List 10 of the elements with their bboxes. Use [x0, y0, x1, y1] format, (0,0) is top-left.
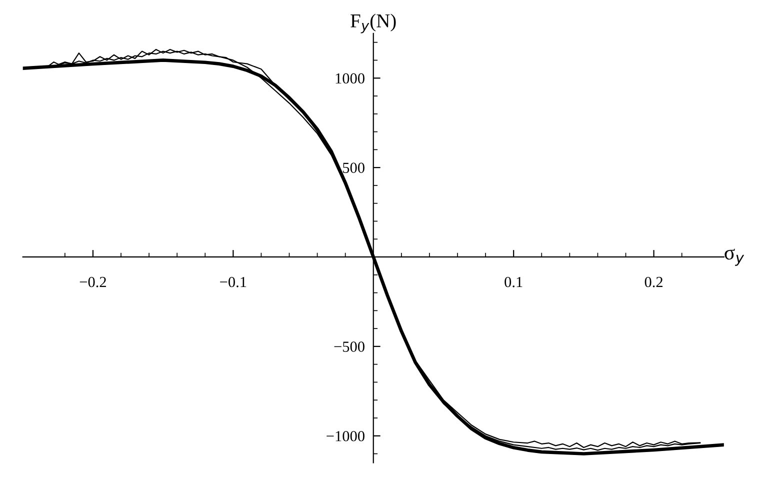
- x-tick-label: 0.1: [504, 276, 522, 288]
- y-tick-label: −1000: [326, 431, 364, 442]
- x-tick-label: 0.2: [644, 276, 662, 288]
- x-axis-title: σ$_{y}$: [724, 248, 744, 266]
- y-tick-label: −500: [334, 342, 364, 352]
- y-tick-label: 500: [343, 162, 364, 173]
- x-tick-label: −0.2: [80, 276, 106, 288]
- y-tick-label: 1000: [336, 73, 364, 84]
- y-axis-title: F$_{y}$(N): [350, 14, 396, 34]
- x-tick-label: −0.1: [220, 276, 246, 288]
